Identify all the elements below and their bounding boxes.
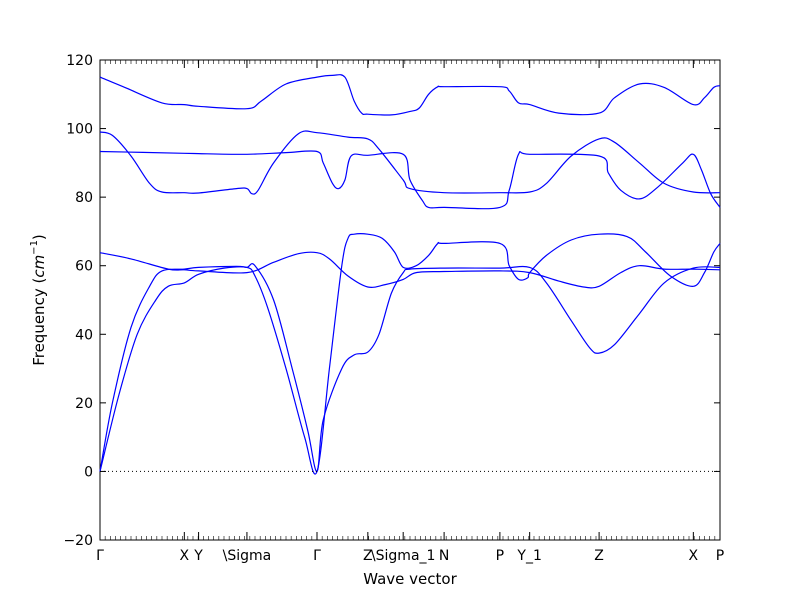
y-axis-title-exponent: −1 [29,240,40,255]
x-tick-label: P [716,548,724,564]
x-tick-label: \Sigma_1 [371,548,436,564]
x-tick-label: Z [594,548,604,564]
x-tick-label: X [180,548,190,564]
band-3-line [99,150,721,210]
x-tick-label: Z [363,548,373,564]
y-axis-title-suffix: ) [30,234,48,240]
plot-frame [99,59,721,541]
y-axis-ticks: −20 0 20 40 60 80 100 120 [63,53,720,549]
x-tick-label: N [439,548,449,564]
band-4-line [99,251,721,289]
y-tick-label: 120 [66,53,93,69]
band-6-line [99,233,721,475]
series-layer [99,74,721,475]
y-tick-label: 60 [75,259,93,275]
y-axis-title-unit: cm [30,255,48,278]
minor-ticks [99,60,721,540]
y-tick-label: −20 [63,533,93,549]
x-tick-label: \Sigma [223,548,272,564]
band-1-line [99,74,721,116]
band-2-line [99,130,721,195]
x-tick-label: Y_1 [516,548,541,564]
x-tick-label: Γ [96,548,104,564]
y-tick-label: 20 [75,396,93,412]
x-tick-label: Y [193,548,203,564]
x-axis-ticks: Γ X Y \Sigma Γ Z\Sigma_1 N P Y_1 Z X P [96,60,724,564]
y-tick-label: 100 [66,122,93,138]
x-tick-label: P [496,548,504,564]
y-axis-title-prefix: Frequency ( [30,278,48,366]
y-tick-label: 40 [75,327,93,343]
x-axis-title: Wave vector [363,570,457,588]
y-tick-label: 0 [84,464,93,480]
band-5-line [99,263,721,473]
x-tick-label: Γ [313,548,321,564]
y-tick-label: 80 [75,190,93,206]
y-axis-title: Frequency (cm−1) [29,234,48,366]
x-tick-label: X [689,548,699,564]
